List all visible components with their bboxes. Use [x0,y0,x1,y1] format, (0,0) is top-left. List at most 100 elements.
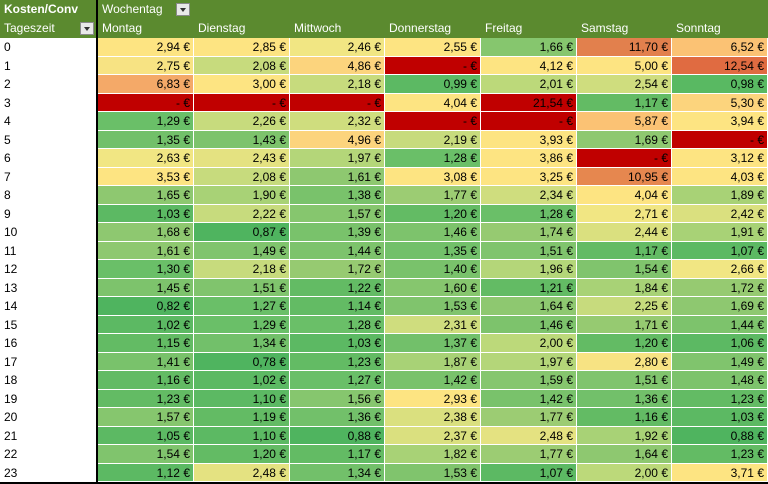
hour-label[interactable]: 13 [0,278,98,297]
cost-cell[interactable]: 1,74 € [481,223,577,242]
cost-cell[interactable]: 2,93 € [385,389,481,408]
cost-cell[interactable]: 1,97 € [290,149,385,168]
cost-cell[interactable]: 1,28 € [385,149,481,168]
cost-cell[interactable]: 2,31 € [385,315,481,334]
cost-cell[interactable]: 1,02 € [98,315,194,334]
cost-cell[interactable]: 3,00 € [194,75,290,94]
cost-cell[interactable]: 1,10 € [194,426,290,445]
hour-label[interactable]: 5 [0,130,98,149]
cost-cell[interactable]: 0,99 € [385,75,481,94]
cost-cell[interactable]: 3,08 € [385,167,481,186]
cost-cell[interactable]: 1,05 € [98,426,194,445]
hour-label[interactable]: 2 [0,75,98,94]
cost-cell[interactable]: 4,12 € [481,56,577,75]
cost-cell[interactable]: 2,44 € [577,223,672,242]
day-header-freitag[interactable]: Freitag [485,21,523,35]
cost-cell[interactable]: 1,53 € [385,297,481,316]
hour-label[interactable]: 23 [0,463,98,482]
hour-label[interactable]: 0 [0,38,98,57]
cost-cell[interactable]: 2,37 € [385,426,481,445]
hour-label[interactable]: 9 [0,204,98,223]
day-header-sonntag[interactable]: Sonntag [676,21,721,35]
cost-cell[interactable]: 1,57 € [290,204,385,223]
cost-cell[interactable]: 2,55 € [385,38,481,57]
cost-cell[interactable]: 1,89 € [672,186,768,205]
cost-cell[interactable]: 1,45 € [98,278,194,297]
cost-cell[interactable]: 1,27 € [194,297,290,316]
cost-cell[interactable]: 4,96 € [290,130,385,149]
cost-cell[interactable]: 1,49 € [194,241,290,260]
cost-cell[interactable]: 2,54 € [577,75,672,94]
cost-cell[interactable]: 1,39 € [290,223,385,242]
cost-cell[interactable]: 5,87 € [577,112,672,131]
cost-cell[interactable]: 2,80 € [577,352,672,371]
cost-cell[interactable]: 2,38 € [385,408,481,427]
cost-cell[interactable]: 12,54 € [672,56,768,75]
hour-label[interactable]: 4 [0,112,98,131]
cost-cell[interactable]: 3,12 € [672,149,768,168]
hour-label[interactable]: 21 [0,426,98,445]
cost-cell[interactable]: 1,30 € [98,260,194,279]
cost-cell[interactable]: 1,14 € [290,297,385,316]
cost-cell[interactable]: 2,48 € [194,463,290,482]
cost-cell[interactable]: 0,82 € [98,297,194,316]
cost-cell[interactable]: 1,54 € [98,445,194,464]
cost-cell[interactable]: 1,23 € [672,445,768,464]
cost-cell[interactable]: 1,15 € [98,334,194,353]
cost-cell[interactable]: 1,51 € [194,278,290,297]
cost-cell[interactable]: 1,23 € [98,389,194,408]
cost-cell[interactable]: 2,34 € [481,186,577,205]
hour-label[interactable]: 6 [0,149,98,168]
cost-cell[interactable]: 2,01 € [481,75,577,94]
column-filter-dropdown-icon[interactable] [176,3,190,16]
cost-cell[interactable]: 2,19 € [385,130,481,149]
cost-cell[interactable]: 21,54 € [481,93,577,112]
cost-cell[interactable]: 2,71 € [577,204,672,223]
cost-cell[interactable]: 6,52 € [672,38,768,57]
cost-cell[interactable]: 2,66 € [672,260,768,279]
cost-cell[interactable]: 4,04 € [577,186,672,205]
cost-cell[interactable]: 3,53 € [98,167,194,186]
cost-cell[interactable]: 3,86 € [481,149,577,168]
cost-cell[interactable]: 1,27 € [290,371,385,390]
cost-cell[interactable]: 1,10 € [194,389,290,408]
cost-cell[interactable]: 1,28 € [290,315,385,334]
cost-cell[interactable]: 2,75 € [98,56,194,75]
cost-cell[interactable]: 1,61 € [290,167,385,186]
day-header-dienstag[interactable]: Dienstag [198,21,246,35]
cost-cell[interactable]: 1,82 € [385,445,481,464]
cost-cell[interactable]: 1,64 € [481,297,577,316]
cost-cell[interactable]: 1,03 € [98,204,194,223]
hour-label[interactable]: 11 [0,241,98,260]
cost-cell[interactable]: 1,23 € [290,352,385,371]
cost-cell[interactable]: 3,25 € [481,167,577,186]
cost-cell[interactable]: 2,63 € [98,149,194,168]
cost-cell[interactable]: 1,60 € [385,278,481,297]
cost-cell[interactable]: 2,32 € [290,112,385,131]
hour-label[interactable]: 14 [0,297,98,316]
cost-cell[interactable]: 1,19 € [194,408,290,427]
cost-cell[interactable]: 1,41 € [98,352,194,371]
hour-label[interactable]: 17 [0,352,98,371]
cost-cell[interactable]: 1,42 € [385,371,481,390]
cost-cell[interactable]: 1,68 € [98,223,194,242]
cost-cell[interactable]: 1,72 € [672,278,768,297]
hour-label[interactable]: 22 [0,445,98,464]
cost-cell[interactable]: 2,18 € [290,75,385,94]
cost-cell[interactable]: 1,77 € [385,186,481,205]
cost-cell[interactable]: 2,08 € [194,167,290,186]
cost-cell[interactable]: 1,42 € [481,389,577,408]
row-filter-dropdown-icon[interactable] [80,22,94,35]
cost-cell[interactable]: 1,87 € [385,352,481,371]
cost-cell[interactable]: 1,38 € [290,186,385,205]
cost-cell[interactable]: 1,22 € [290,278,385,297]
cost-cell[interactable]: 2,42 € [672,204,768,223]
cost-cell[interactable]: - € [290,93,385,112]
cost-cell[interactable]: 1,64 € [577,445,672,464]
cost-cell[interactable]: 1,16 € [98,371,194,390]
cost-cell[interactable]: 1,46 € [481,315,577,334]
cost-cell[interactable]: 1,61 € [98,241,194,260]
cost-cell[interactable]: 1,77 € [481,445,577,464]
cost-cell[interactable]: 1,20 € [194,445,290,464]
cost-cell[interactable]: 1,57 € [98,408,194,427]
